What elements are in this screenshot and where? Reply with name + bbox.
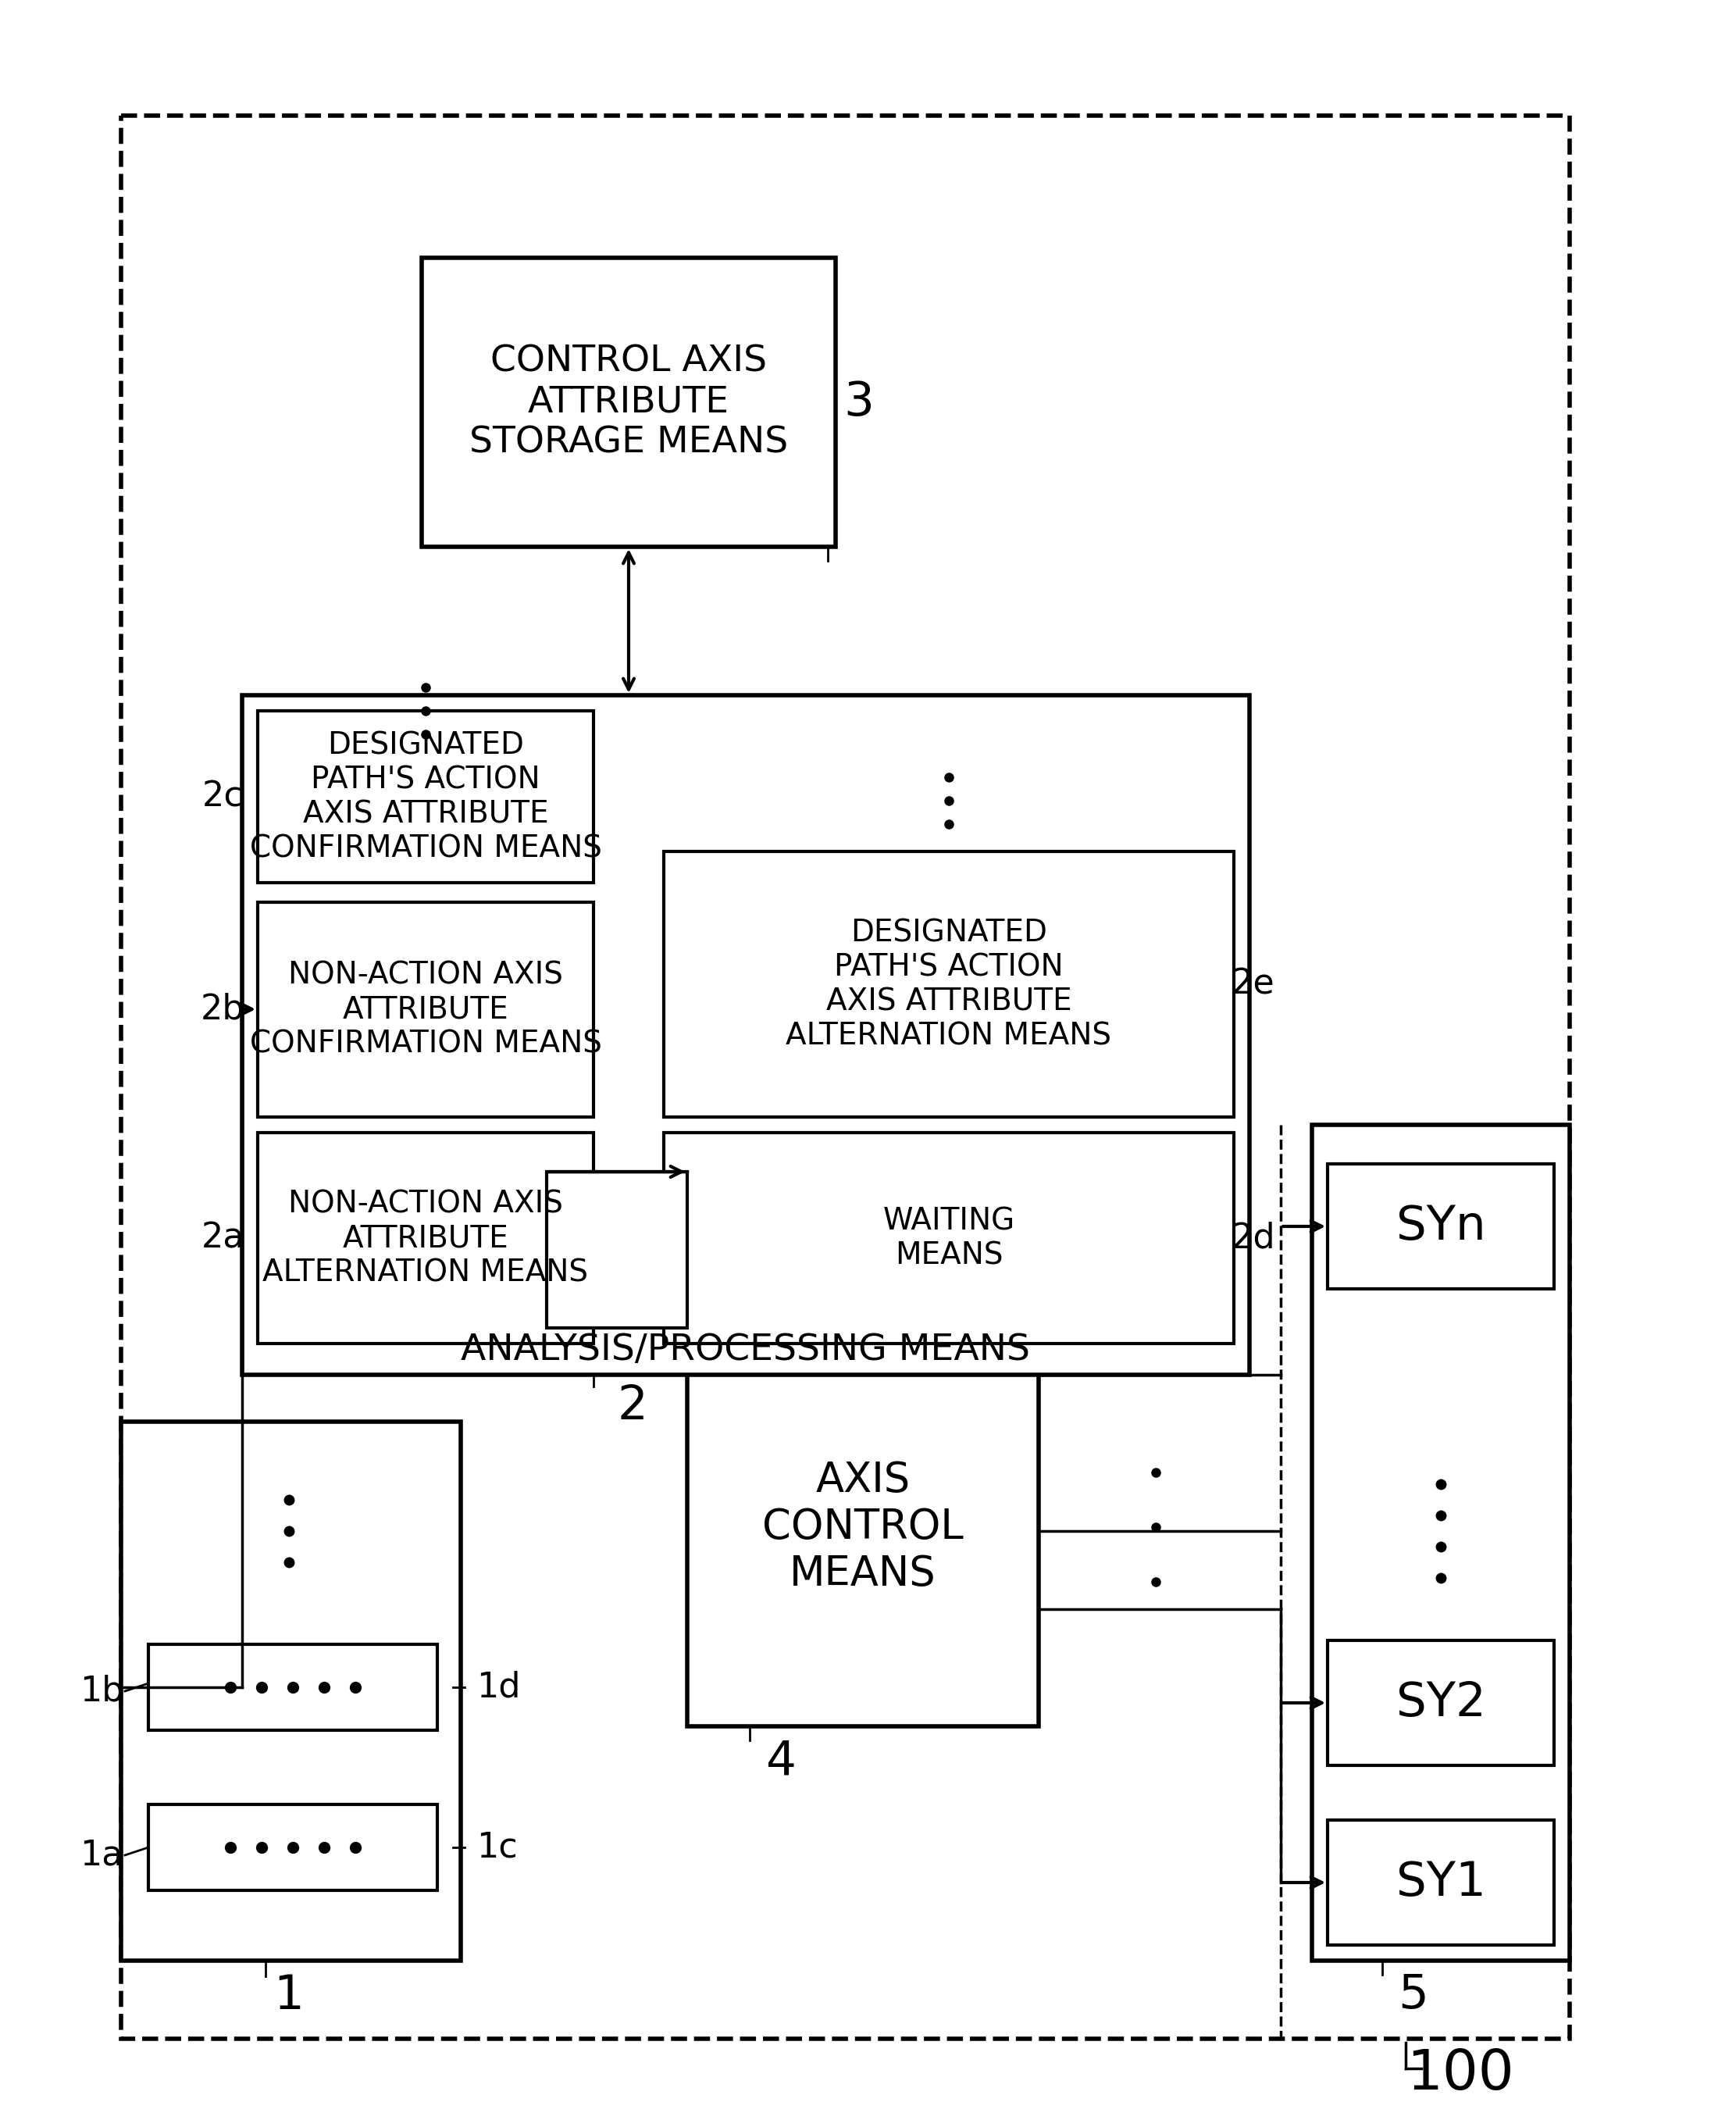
Bar	[547, 1172, 687, 1327]
Text: 1: 1	[274, 1974, 304, 2018]
Text: 1a: 1a	[80, 1838, 123, 1872]
Text: 2d: 2d	[1231, 1221, 1276, 1255]
Text: 1d: 1d	[476, 1671, 521, 1704]
Text: CONTROL AXIS
ATTRIBUTE
STORAGE MEANS: CONTROL AXIS ATTRIBUTE STORAGE MEANS	[469, 343, 788, 460]
Bar	[1328, 1641, 1554, 1766]
Bar	[663, 852, 1234, 1117]
Text: WAITING
MEANS: WAITING MEANS	[882, 1206, 1016, 1270]
Text: ANALYSIS/PROCESSING MEANS: ANALYSIS/PROCESSING MEANS	[462, 1331, 1031, 1367]
Text: 1c: 1c	[476, 1830, 517, 1863]
Text: NON-ACTION AXIS
ATTRIBUTE
CONFIRMATION MEANS: NON-ACTION AXIS ATTRIBUTE CONFIRMATION M…	[250, 960, 602, 1058]
Bar	[241, 695, 1250, 1374]
Text: 5: 5	[1397, 1974, 1429, 2018]
Bar	[122, 117, 1569, 2039]
Text: DESIGNATED
PATH'S ACTION
AXIS ATTRIBUTE
ALTERNATION MEANS: DESIGNATED PATH'S ACTION AXIS ATTRIBUTE …	[786, 918, 1111, 1052]
Text: SYn: SYn	[1396, 1204, 1486, 1249]
Text: 2c: 2c	[201, 780, 243, 814]
Bar	[663, 1132, 1234, 1344]
Bar	[257, 903, 594, 1117]
Bar	[257, 1132, 594, 1344]
Bar	[1328, 1164, 1554, 1289]
Text: SY2: SY2	[1396, 1679, 1486, 1726]
Text: 2b: 2b	[200, 992, 245, 1026]
Bar	[1312, 1126, 1569, 1961]
Text: 100: 100	[1406, 2048, 1514, 2101]
Text: NON-ACTION AXIS
ATTRIBUTE
ALTERNATION MEANS: NON-ACTION AXIS ATTRIBUTE ALTERNATION ME…	[262, 1189, 589, 1287]
Bar	[687, 1327, 1038, 1726]
Text: 3: 3	[844, 379, 875, 426]
Bar	[422, 259, 835, 547]
Bar	[148, 1645, 437, 1730]
Bar	[148, 1804, 437, 1891]
Text: AXIS
CONTROL
MEANS: AXIS CONTROL MEANS	[762, 1461, 963, 1594]
Bar	[122, 1423, 460, 1961]
Bar	[257, 710, 594, 882]
Text: 2: 2	[618, 1382, 648, 1429]
Text: 2e: 2e	[1231, 967, 1276, 1001]
Text: SY1: SY1	[1396, 1859, 1486, 1906]
Bar	[1328, 1821, 1554, 1944]
Text: 4: 4	[766, 1738, 797, 1785]
Text: 1b: 1b	[80, 1675, 123, 1709]
Text: DESIGNATED
PATH'S ACTION
AXIS ATTRIBUTE
CONFIRMATION MEANS: DESIGNATED PATH'S ACTION AXIS ATTRIBUTE …	[250, 731, 602, 863]
Text: 2a: 2a	[201, 1221, 245, 1255]
